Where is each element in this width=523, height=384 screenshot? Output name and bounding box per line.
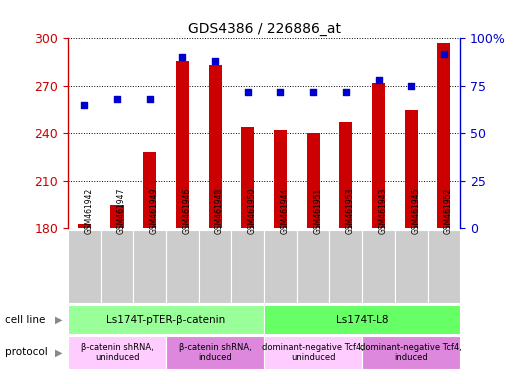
- Point: [113, 96, 121, 102]
- Text: β-catenin shRNA,
uninduced: β-catenin shRNA, uninduced: [81, 343, 153, 362]
- Bar: [231, 230, 264, 303]
- Bar: [395, 230, 428, 303]
- Point: [309, 89, 317, 95]
- Point: [440, 51, 448, 57]
- Bar: [143, 152, 156, 228]
- Text: GSM461949: GSM461949: [150, 188, 158, 234]
- Text: cell line: cell line: [5, 314, 46, 325]
- Bar: [176, 61, 189, 228]
- Text: GSM461942: GSM461942: [84, 188, 93, 234]
- Text: dominant-negative Tcf4,
induced: dominant-negative Tcf4, induced: [360, 343, 462, 362]
- Bar: [100, 230, 133, 303]
- Bar: [405, 110, 418, 228]
- Bar: [133, 230, 166, 303]
- Text: GSM461953: GSM461953: [346, 188, 355, 234]
- Text: protocol: protocol: [5, 347, 48, 358]
- Bar: [110, 205, 123, 228]
- Text: dominant-negative Tcf4,
uninduced: dominant-negative Tcf4, uninduced: [262, 343, 364, 362]
- Bar: [264, 230, 297, 303]
- Bar: [306, 134, 320, 228]
- Title: GDS4386 / 226886_at: GDS4386 / 226886_at: [188, 22, 340, 36]
- Text: GSM461946: GSM461946: [183, 188, 191, 234]
- Bar: [264, 336, 362, 369]
- Text: ▶: ▶: [55, 314, 62, 325]
- Bar: [166, 230, 199, 303]
- Bar: [68, 230, 100, 303]
- Text: GSM461951: GSM461951: [313, 188, 322, 234]
- Point: [211, 58, 219, 64]
- Bar: [68, 336, 166, 369]
- Bar: [274, 130, 287, 228]
- Point: [244, 89, 252, 95]
- Text: Ls174T-pTER-β-catenin: Ls174T-pTER-β-catenin: [106, 314, 226, 325]
- Text: GSM461952: GSM461952: [444, 188, 453, 234]
- Point: [276, 89, 285, 95]
- Bar: [264, 305, 460, 334]
- Point: [342, 89, 350, 95]
- Bar: [166, 336, 264, 369]
- Bar: [199, 230, 231, 303]
- Bar: [372, 83, 385, 228]
- Text: ▶: ▶: [55, 347, 62, 358]
- Bar: [68, 305, 264, 334]
- Point: [407, 83, 415, 89]
- Text: β-catenin shRNA,
induced: β-catenin shRNA, induced: [179, 343, 252, 362]
- Bar: [428, 230, 460, 303]
- Bar: [241, 127, 254, 228]
- Text: GSM461948: GSM461948: [215, 188, 224, 234]
- Bar: [78, 224, 91, 228]
- Bar: [362, 336, 460, 369]
- Point: [178, 55, 187, 61]
- Text: GSM461943: GSM461943: [379, 188, 388, 234]
- Bar: [297, 230, 329, 303]
- Point: [145, 96, 154, 102]
- Point: [80, 102, 88, 108]
- Point: [374, 77, 383, 83]
- Bar: [362, 230, 395, 303]
- Bar: [209, 65, 222, 228]
- Text: Ls174T-L8: Ls174T-L8: [336, 314, 389, 325]
- Text: GSM461947: GSM461947: [117, 188, 126, 234]
- Text: GSM461945: GSM461945: [411, 188, 420, 234]
- Bar: [437, 43, 450, 228]
- Bar: [329, 230, 362, 303]
- Text: GSM461944: GSM461944: [280, 188, 289, 234]
- Bar: [339, 122, 353, 228]
- Text: GSM461950: GSM461950: [248, 188, 257, 234]
